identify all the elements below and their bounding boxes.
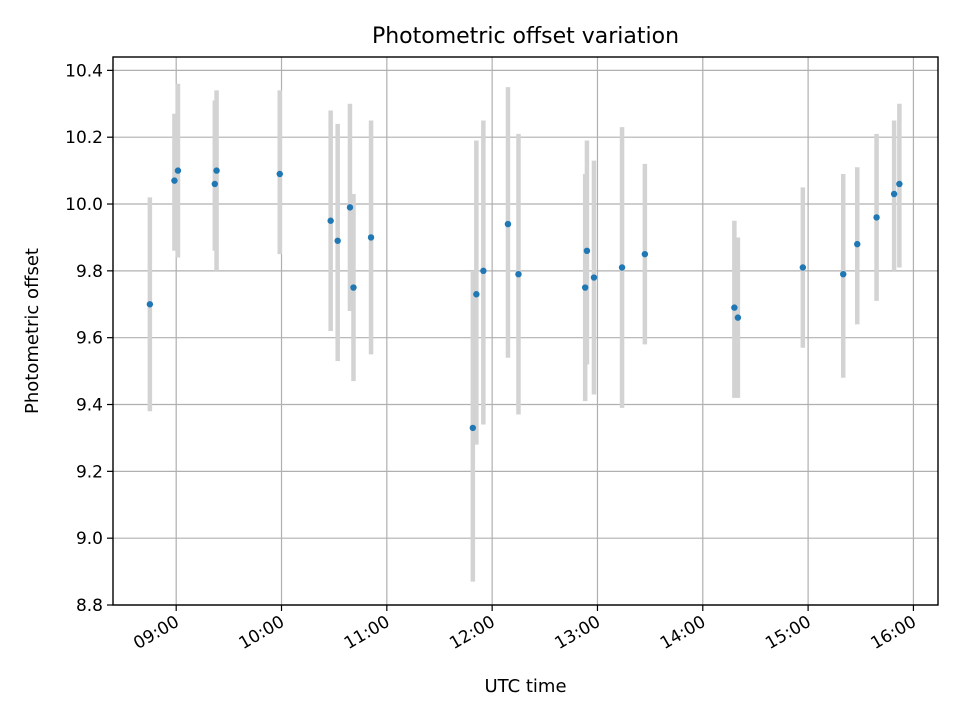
data-point: [890, 190, 898, 198]
data-point: [171, 177, 178, 184]
data-point: [618, 264, 626, 271]
chart-title: Photometric offset variation: [372, 24, 679, 49]
y-tick-label: 9.8: [76, 262, 103, 282]
y-tick-label: 9.2: [76, 462, 103, 482]
data-point: [346, 204, 354, 211]
y-tick-label: 9.0: [76, 529, 103, 549]
data-point: [590, 274, 598, 281]
y-tick-label: 10.0: [65, 195, 103, 215]
data-points: [146, 167, 903, 432]
y-axis-label: Photometric offset: [22, 248, 43, 414]
plot-frame: [112, 56, 939, 606]
data-point: [473, 291, 480, 298]
data-point: [896, 180, 903, 188]
data-point: [213, 167, 220, 174]
y-tick-label: 9.4: [76, 396, 103, 416]
data-point: [515, 270, 522, 278]
grid-lines: [113, 57, 938, 606]
data-point: [581, 284, 589, 291]
data-point: [504, 220, 512, 228]
data-point: [731, 304, 738, 311]
data-point: [583, 247, 591, 255]
y-tick-label: 10.2: [65, 128, 103, 148]
y-tick-label: 10.4: [65, 61, 103, 81]
x-axis-label: UTC time: [484, 676, 566, 697]
y-tick-label: 8.8: [76, 596, 103, 616]
data-point: [641, 250, 649, 258]
data-point: [480, 267, 487, 275]
data-point: [174, 167, 182, 174]
data-point: [840, 270, 847, 278]
data-point: [276, 170, 283, 178]
y-tick-label: 9.6: [76, 329, 103, 349]
data-point: [327, 217, 334, 224]
data-point: [211, 180, 219, 188]
data-point: [873, 214, 880, 221]
data-point: [734, 314, 742, 321]
data-point: [854, 240, 861, 248]
data-point: [469, 424, 477, 432]
data-point: [146, 301, 154, 308]
data-point: [350, 284, 357, 291]
data-point: [334, 237, 341, 244]
data-point: [799, 264, 807, 271]
data-point: [367, 234, 375, 241]
